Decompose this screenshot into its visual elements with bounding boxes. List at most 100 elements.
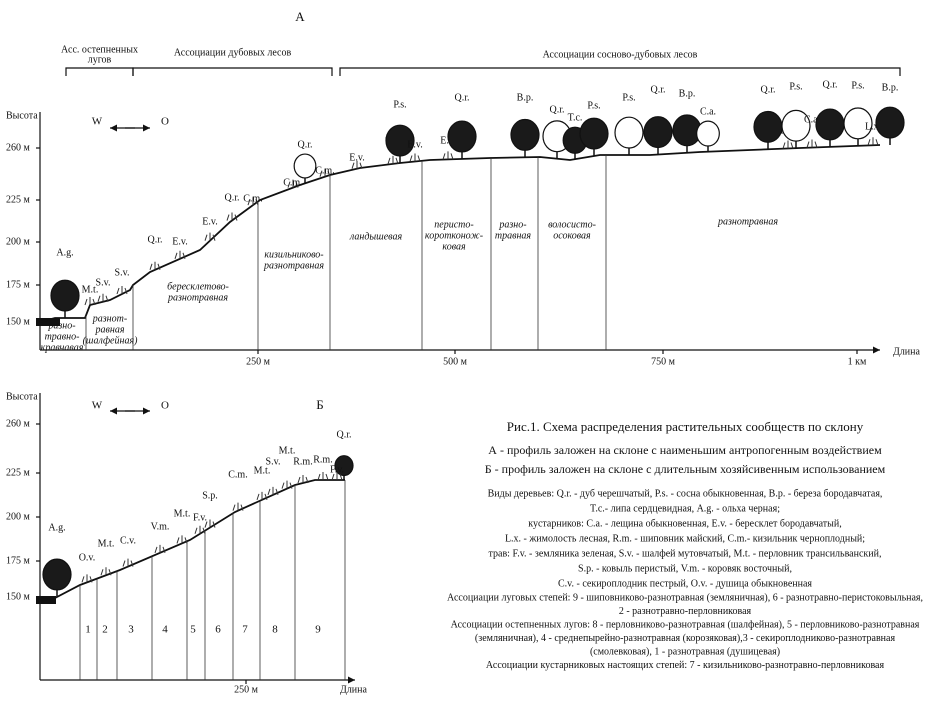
grass (387, 155, 399, 165)
grass (867, 137, 879, 146)
zone-number: 7 (242, 624, 248, 636)
plant-label: A.g. (56, 247, 73, 258)
caption-profile: Б - профиль заложен на склоне с длительн… (485, 462, 886, 476)
plant-label: M.t. (98, 538, 115, 549)
tree-crown (781, 109, 811, 142)
tree-crown (875, 106, 905, 139)
zone-label: травно- (45, 331, 80, 342)
grass (122, 558, 134, 567)
plant-label: E.v. (349, 152, 364, 163)
species-legend: L.x. - жимолость лесная, R.m. - шиповник… (505, 533, 865, 544)
zone-label: разно- (498, 219, 526, 230)
x-tick-label: 250 м (246, 356, 271, 367)
zone-number: 6 (215, 624, 221, 636)
grass (297, 475, 309, 484)
species-legend: кустарников: C.a. - лещина обыкновенная,… (528, 518, 842, 529)
zone-number: 1 (85, 624, 91, 636)
y-tick-label: 150 м (6, 591, 31, 602)
plant-label: M.t. (279, 445, 296, 456)
direction-east: O (161, 400, 169, 412)
plant-label: Q.r. (225, 192, 240, 203)
grass (204, 519, 216, 528)
x-tick-label: 500 м (443, 356, 468, 367)
zone-label: коротконож- (425, 230, 483, 241)
zone-label: разнот- (92, 313, 127, 324)
y-tick-label: 260 м (6, 142, 31, 153)
plant-label: Q.r. (761, 84, 776, 95)
plant-label: P.s. (789, 81, 802, 92)
grass (782, 140, 794, 149)
plant-label: O.v. (79, 552, 96, 563)
grass (97, 293, 109, 302)
plant-label: F.v. (330, 464, 344, 475)
bracket-label: Ассоциации дубовых лесов (174, 47, 292, 58)
species-legend: Виды деревьев: Q.r. - дуб черешчатый, P.… (488, 488, 883, 499)
zone-label: бересклетово- (167, 281, 229, 292)
zone-label: кравчавая (41, 342, 84, 353)
x-tick-label: 1 км (848, 356, 867, 367)
tree-crown (614, 116, 644, 149)
panel-label: А (295, 9, 305, 24)
bracket (132, 67, 333, 76)
zone-number: 5 (190, 624, 196, 636)
grass (331, 472, 343, 481)
y-tick-label: 225 м (6, 194, 31, 205)
plant-label: P.s. (851, 80, 864, 91)
direction-west: W (92, 400, 103, 412)
plant-label: B.p. (882, 82, 899, 93)
zone-number: 8 (272, 624, 278, 636)
plant-label: S.v. (96, 277, 111, 288)
zone-number: 4 (162, 624, 168, 636)
association-legend: Ассоциации остепненных лугов: 8 - перлов… (451, 619, 920, 630)
ground-profile (39, 479, 345, 601)
y-tick-label: 175 м (6, 555, 31, 566)
y-tick-label: 150 м (6, 316, 31, 327)
plant-label: M.t. (254, 465, 271, 476)
species-legend: трав: F.v. - земляника зеленая, S.v. - ш… (489, 548, 882, 559)
grass (204, 232, 216, 241)
grass (176, 535, 188, 544)
ground-dark (36, 318, 60, 326)
bracket (65, 67, 134, 76)
plant-label: P.s. (622, 92, 635, 103)
zone-label: разнотравная (717, 216, 778, 227)
grass (84, 297, 96, 306)
plant-label: C.m. (283, 177, 302, 188)
zone-label: разно- (47, 320, 75, 331)
direction-west: W (92, 116, 103, 128)
grass (247, 197, 259, 206)
tree-crown (50, 279, 80, 312)
plant-label: A.g. (48, 522, 65, 533)
grass (100, 567, 112, 576)
plant-label: C.m. (243, 193, 262, 204)
plant-label: M.t. (82, 284, 99, 295)
grass (442, 151, 454, 160)
x-tick-label: 750 м (651, 356, 676, 367)
association-legend: (земляничная), 4 - среднепырейно-разнотр… (475, 633, 896, 644)
plant-label: C.m. (228, 469, 247, 480)
y-axis-title: Высота (6, 391, 38, 402)
plant-label: L.x. (865, 121, 881, 132)
tree-crown (843, 107, 873, 140)
association-legend: (смолевковая), 1 - разнотравная (душицев… (590, 646, 780, 657)
grass (174, 250, 186, 259)
plant-label: Q.r. (337, 429, 352, 440)
plant-label: P.s. (393, 99, 406, 110)
tree-crown (696, 120, 720, 147)
zone-label: кизильниково- (264, 249, 323, 260)
tree-crown (753, 110, 783, 143)
plant-label: E.v. (202, 216, 217, 227)
x-tick-label: 250 м (234, 684, 259, 695)
plant-label: S.p. (202, 490, 218, 501)
ground-profile (39, 144, 881, 323)
plant-label: M.t. (174, 508, 191, 519)
grass (149, 261, 161, 270)
association-legend: 2 - разнотравно-перловниковая (619, 606, 752, 617)
plant-label: B.p. (679, 88, 696, 99)
plant-label: C.v. (120, 535, 136, 546)
species-legend: C.v. - секироплодник пестрый, O.v. - душ… (558, 578, 812, 589)
x-axis-title: Длина (893, 346, 921, 357)
caption-profile: А - профиль заложен на склоне с наименьш… (488, 443, 882, 457)
plant-label: T.c. (568, 112, 583, 123)
zone-label: перисто- (434, 219, 473, 230)
